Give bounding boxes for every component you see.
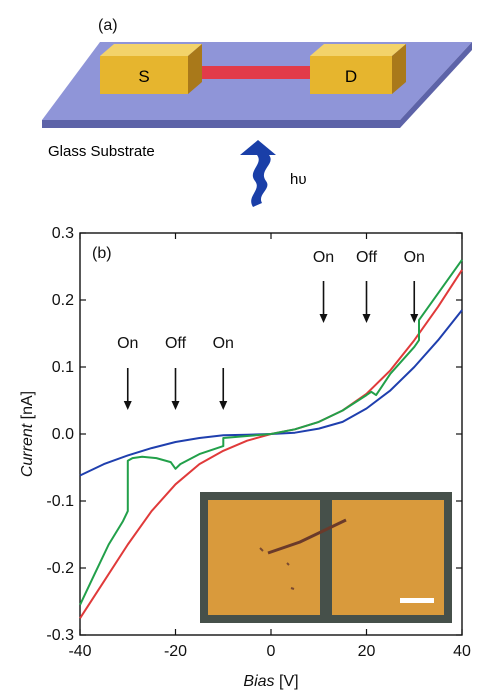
inset-scale-bar [400, 598, 434, 603]
substrate-front [42, 120, 400, 128]
chart-panel-label: (b) [92, 245, 112, 262]
inset-right-pad [332, 500, 444, 615]
annotation-left-arrowhead [171, 401, 180, 410]
drain-label: D [345, 67, 357, 86]
x-tick-label: 0 [267, 643, 276, 660]
y-tick-label: -0.2 [46, 560, 74, 577]
light-label: hυ [290, 171, 307, 188]
x-axis-title: Bias [V] [243, 673, 298, 690]
series-line-3 [79, 259, 463, 606]
annotation-right-arrowhead [410, 314, 419, 323]
y-tick-label: 0.0 [52, 426, 74, 443]
drain-electrode-top [310, 44, 406, 56]
schematic-panel-label: (a) [98, 17, 118, 34]
iv-chart: (b) -40 -20 0 20 40 -0.3 -0.2 -0.1 0.0 0.1 0.2 0.3 O… [19, 225, 471, 690]
x-axis-unit: [V] [279, 673, 299, 690]
annotation-left-label: On [117, 335, 138, 352]
annotation-left-arrowhead [123, 401, 132, 410]
y-tick-label: -0.3 [46, 627, 74, 644]
annotation-left-label: Off [165, 335, 187, 352]
y-tick-label: 0.3 [52, 225, 74, 242]
schematic-panel: (a) S D Glass Substrate hυ [42, 17, 472, 207]
y-axis-name: Current [19, 423, 36, 477]
data-series [79, 259, 463, 619]
y-axis-unit: [nA] [19, 391, 36, 419]
x-tick-label: -20 [164, 643, 187, 660]
substrate-side [400, 42, 472, 128]
inset-debris [259, 547, 295, 590]
substrate-label: Glass Substrate [48, 143, 155, 160]
drain-electrode: D [310, 44, 406, 94]
axis-ticks: -40 -20 0 20 40 -0.3 -0.2 -0.1 0.0 0.1 0.2 0.3 On Off… [46, 225, 471, 660]
annotation-right-arrowhead [362, 314, 371, 323]
y-tick-label: -0.1 [46, 493, 74, 510]
annotation-right-arrowhead [319, 314, 328, 323]
source-electrode-side [188, 44, 202, 94]
annotation-right-label: On [404, 249, 425, 266]
y-axis-title: Current [nA] [19, 391, 36, 477]
y-tick-label: 0.1 [52, 359, 74, 376]
source-electrode: S [100, 44, 202, 94]
x-tick-label: -40 [68, 643, 91, 660]
annotation-right-label: Off [356, 249, 378, 266]
annotation-left-arrowhead [219, 401, 228, 410]
source-electrode-top [100, 44, 202, 56]
source-electrode-face [100, 56, 188, 94]
x-axis-name: Bias [243, 673, 274, 690]
annotation-right-label: On [313, 249, 334, 266]
inset-nanowire [267, 518, 347, 555]
drain-electrode-face [310, 56, 392, 94]
inset-micrograph [200, 492, 452, 623]
drain-electrode-side [392, 44, 406, 94]
y-tick-label: 0.2 [52, 292, 74, 309]
nanowire [195, 66, 325, 79]
x-tick-label: 20 [358, 643, 376, 660]
inset-left-pad [208, 500, 320, 615]
annotation-left-label: On [213, 335, 234, 352]
source-label: S [138, 67, 149, 86]
light-arrow-icon [240, 140, 276, 207]
x-tick-label: 40 [453, 643, 471, 660]
